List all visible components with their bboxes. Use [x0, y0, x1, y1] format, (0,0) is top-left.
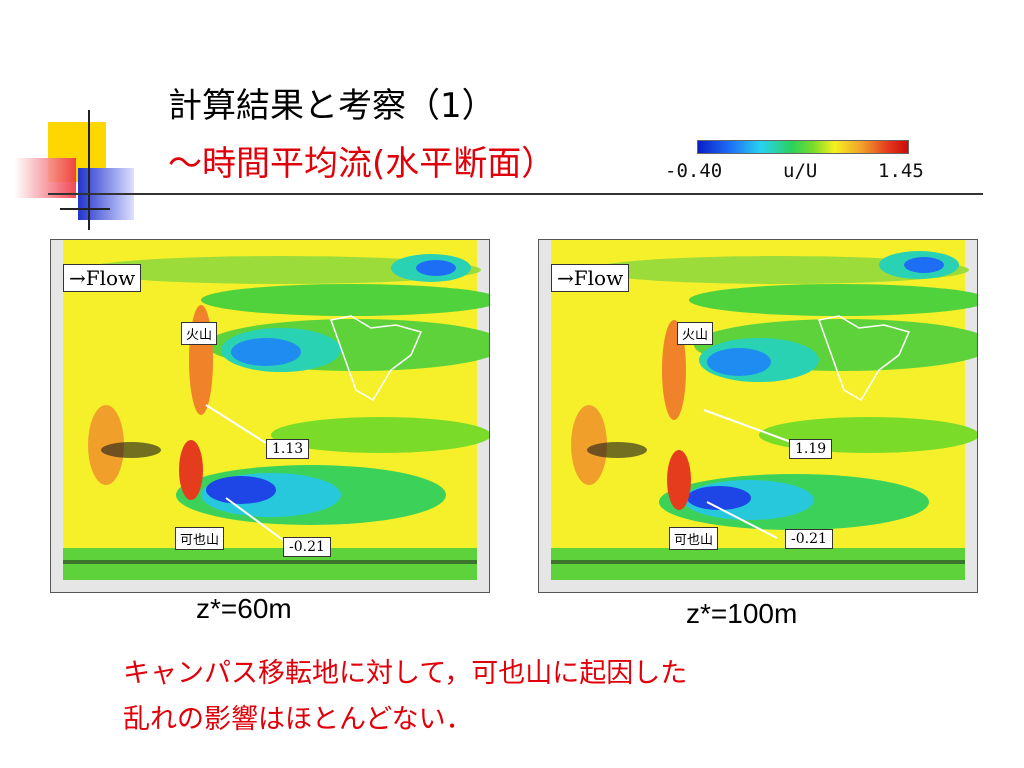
flow-direction-label: →Flow [63, 264, 142, 292]
contour-plot-z100 [539, 240, 977, 592]
deco-vertical-line [88, 110, 90, 230]
flow-direction-label: →Flow [551, 264, 630, 292]
deco-red-square [14, 158, 76, 198]
slide-subtitle: 〜時間平均流(水平断面） [168, 144, 556, 184]
slide-title: 計算結果と考察（1） [168, 86, 496, 126]
conclusion-line1: キャンパス移転地に対して，可也山に起因した [123, 658, 688, 689]
value-max-label: 1.13 [266, 439, 310, 459]
label-kayazan: 可也山 [669, 527, 719, 550]
colorbar-max-label: 1.45 [878, 160, 924, 182]
label-kazan: 火山 [677, 322, 714, 345]
panel-caption-z60: z*=60m [196, 593, 292, 624]
value-max-label: 1.19 [789, 439, 833, 459]
colorbar [697, 140, 909, 154]
contour-plot-z60 [51, 240, 489, 592]
colorbar-min-label: -0.40 [665, 160, 723, 182]
value-min-label: -0.21 [283, 537, 331, 557]
deco-horizontal-line [60, 208, 110, 210]
label-kayazan: 可也山 [175, 527, 225, 550]
title-divider [48, 193, 983, 195]
conclusion-line2: 乱れの影響はほとんどない． [123, 704, 473, 735]
contour-panel-z100: →Flow 火山 可也山 1.19 -0.21 [538, 239, 978, 593]
label-kazan: 火山 [181, 322, 218, 345]
panel-caption-z100: z*=100m [686, 598, 798, 629]
colorbar-quantity-label: u/U [783, 160, 818, 182]
value-min-label: -0.21 [785, 529, 833, 549]
contour-panel-z60: →Flow 火山 可也山 1.13 -0.21 [50, 239, 490, 593]
